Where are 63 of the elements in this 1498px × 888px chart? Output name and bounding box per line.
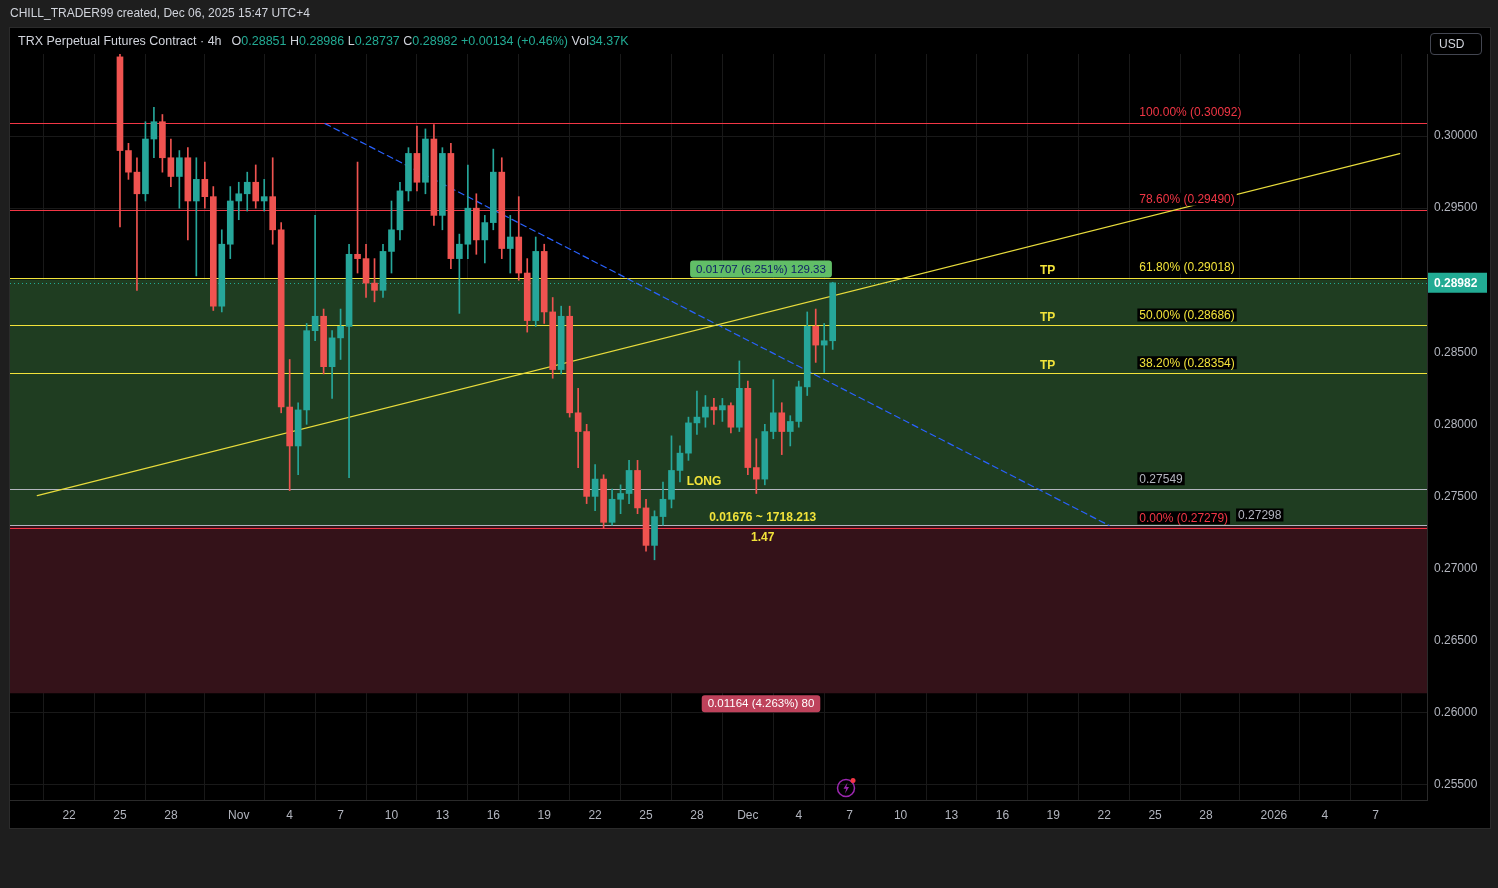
ref-line-label: 0.27549 (1139, 471, 1184, 486)
x-tick-label: 16 (486, 807, 501, 822)
x-tick-label: 10 (384, 807, 399, 822)
x-tick-label: 7 (846, 807, 854, 822)
y-tick-label: 0.25500 (1434, 776, 1478, 791)
x-tick-label: 10 (893, 807, 908, 822)
y-tick-label: 0.28000 (1434, 416, 1478, 431)
x-tick-label: 13 (944, 807, 959, 822)
ref-line-label: 100.00% (0.30092) (1139, 105, 1242, 120)
y-tick-label: 0.28500 (1434, 344, 1478, 359)
ref-line-label: 0.27298 (1238, 507, 1282, 522)
x-tick-label: 7 (1372, 807, 1380, 822)
x-tick-label: Dec (737, 807, 759, 822)
ref-line-label: 38.20% (0.28354) (1139, 355, 1235, 370)
x-tick-label: 25 (113, 807, 127, 822)
annotation: LONG (686, 474, 722, 489)
x-tick-label: 4 (1321, 807, 1329, 822)
y-axis-title: USD (1439, 37, 1465, 51)
ref-line-label: 50.00% (0.28686) (1139, 307, 1235, 322)
y-tick-label: 0.26000 (1434, 704, 1478, 719)
annotation: TP (1039, 310, 1056, 325)
annotation: TP (1039, 358, 1056, 373)
x-tick-label: 19 (1046, 807, 1061, 822)
x-tick-label: 16 (995, 807, 1010, 822)
x-tick-label: 13 (435, 807, 450, 822)
text: CHILL_TRADER99 created, Dec 06, 2025 15:47 UTC+4 (10, 6, 310, 20)
ref-line-label: 0.28982 (1434, 275, 1478, 290)
x-tick-label: 4 (795, 807, 803, 822)
x-tick-label: 28 (1199, 807, 1214, 822)
x-tick-label: 19 (537, 807, 552, 822)
x-tick-label: 28 (690, 807, 704, 822)
y-tick-label: 0.26500 (1434, 632, 1478, 647)
ref-line-label: 78.60% (0.29490) (1139, 191, 1235, 206)
y-tick-label: 0.27500 (1434, 488, 1478, 503)
annotation: 0.01676 ~ 1718.213 (709, 510, 817, 525)
band-label: 0.01707 (6.251%) 129.33 (696, 262, 826, 275)
x-tick-label: 28 (164, 807, 178, 822)
x-tick-label: 25 (1148, 807, 1163, 822)
x-tick-label: 4 (286, 807, 294, 822)
chart-title: TRX Perpetual Futures Contract · 4h (18, 34, 222, 48)
candlestick (506, 215, 514, 274)
x-tick-label: 7 (337, 807, 345, 822)
ref-line-label: 0.00% (0.27279) (1139, 510, 1229, 525)
x-tick-label: Nov (228, 807, 250, 822)
x-tick-label: 25 (639, 807, 654, 822)
ref-line-label: 61.80% (0.29018) (1139, 259, 1235, 274)
currency-button: USD (1430, 33, 1482, 55)
text: O0.28851 H0.28986 L0.28737 C0.28982 +0.00134 (+0.46%) Vol34.37K (231, 34, 629, 48)
annotation: 1.47 (751, 529, 775, 544)
x-tick-label: 22 (62, 807, 77, 822)
y-tick-label: 0.27000 (1434, 560, 1478, 575)
candlestick (574, 387, 582, 468)
x-tick-label: 22 (588, 807, 603, 822)
band-label: 0.01164 (4.263%) 80 (707, 697, 815, 710)
candlestick (311, 215, 319, 342)
y-tick-label: 0.29500 (1434, 200, 1478, 215)
x-tick-label: 22 (1097, 807, 1112, 822)
candlestick (260, 179, 268, 212)
candlestick (235, 181, 243, 221)
candlestick (753, 438, 760, 494)
y-tick-label: 0.30000 (1434, 128, 1478, 143)
x-tick-label: 2026 (1260, 807, 1288, 822)
annotation: TP (1039, 262, 1056, 277)
